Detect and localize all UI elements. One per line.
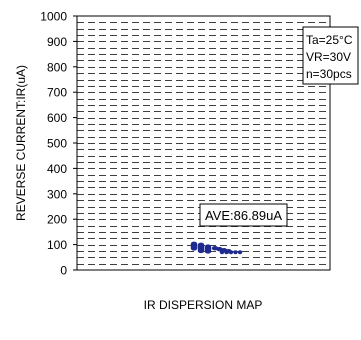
- y-tick-label: 500: [47, 137, 67, 151]
- data-point: [197, 248, 205, 254]
- data-point: [228, 250, 234, 255]
- grid-lines: [77, 22, 330, 265]
- y-tick-label: 900: [47, 35, 67, 49]
- legend-line: VR=30V: [306, 50, 351, 64]
- data-point: [219, 250, 225, 255]
- annotation-box: AVE:86.89uA: [199, 203, 288, 227]
- y-tick-label: 100: [47, 238, 67, 252]
- data-point: [190, 246, 198, 251]
- data-point: [204, 249, 212, 254]
- data-point: [237, 250, 243, 255]
- y-axis-ticks: 0 100 200 300 400 500 600 700 800 900 1000: [40, 10, 77, 278]
- data-points: [190, 241, 243, 255]
- y-tick-label: 700: [47, 86, 67, 100]
- annotation-text: AVE:86.89uA: [205, 208, 282, 223]
- y-tick-label: 300: [47, 187, 67, 201]
- y-tick-label: 0: [60, 264, 67, 278]
- y-tick-label: 600: [47, 111, 67, 125]
- legend-line: n=30pcs: [306, 67, 352, 81]
- data-point: [233, 250, 238, 255]
- data-point: [224, 250, 229, 255]
- y-tick-label: 400: [47, 162, 67, 176]
- legend: Ta=25°C VR=30V n=30pcs: [302, 26, 359, 85]
- legend-line: Ta=25°C: [306, 33, 353, 47]
- y-axis-label: REVERSE CURRENT:IR(uA): [14, 65, 28, 221]
- y-tick-label: 1000: [40, 10, 67, 24]
- y-tick-label: 800: [47, 60, 67, 74]
- x-axis-label: IR DISPERSION MAP: [144, 298, 263, 312]
- y-tick-label: 200: [47, 213, 67, 227]
